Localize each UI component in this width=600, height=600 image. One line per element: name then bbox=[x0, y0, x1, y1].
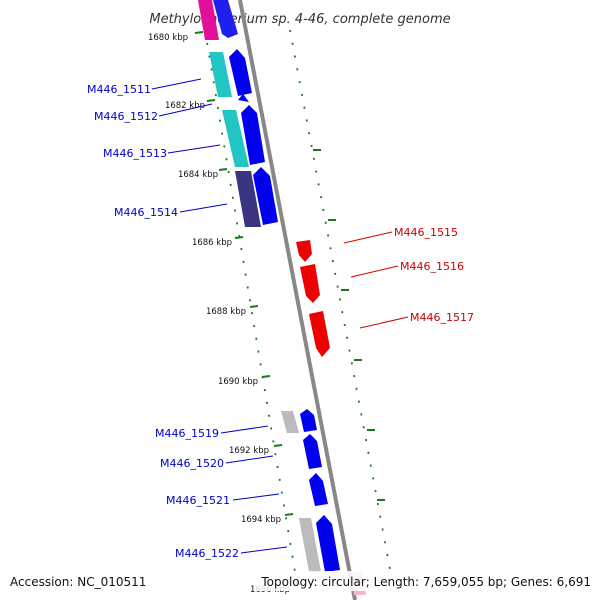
gene-shape-1511 bbox=[229, 49, 252, 96]
gene-shape-1515 bbox=[296, 240, 312, 262]
forward-genes bbox=[213, 0, 340, 572]
right-major-ticks bbox=[313, 149, 385, 501]
scale-label-1680: 1680 kbp bbox=[148, 33, 188, 43]
gene-shape-1512 bbox=[238, 94, 249, 102]
reverse-genes bbox=[296, 240, 330, 357]
cyan-block-2 bbox=[222, 110, 249, 167]
gene-shape-1514 bbox=[253, 167, 278, 225]
gene-shape-1520 bbox=[303, 434, 322, 469]
genome-backbone bbox=[238, 0, 357, 600]
gene-label-1512[interactable]: M446_1512 bbox=[94, 110, 158, 123]
scale-label-1690: 1690 kbp bbox=[218, 377, 258, 387]
scale-label-1682: 1682 kbp bbox=[165, 101, 205, 111]
gene-shape-1521 bbox=[309, 473, 328, 506]
scale-label-1684: 1684 kbp bbox=[178, 170, 218, 180]
cyan-block-1 bbox=[209, 52, 232, 97]
gene-label-1515[interactable]: M446_1515 bbox=[394, 226, 458, 239]
reverse-leaders bbox=[343, 231, 409, 329]
scale-label-1694: 1694 kbp bbox=[241, 515, 281, 525]
gene-shape-top bbox=[213, 0, 238, 38]
accession-text: Accession: NC_010511 bbox=[10, 575, 146, 589]
gene-label-1517[interactable]: M446_1517 bbox=[410, 311, 474, 324]
gene-label-1513[interactable]: M446_1513 bbox=[103, 147, 167, 160]
gene-shape-1513 bbox=[241, 105, 265, 165]
scale-label-1686: 1686 kbp bbox=[192, 238, 232, 248]
forward-leaders bbox=[151, 78, 288, 554]
gray-block-1 bbox=[281, 411, 299, 433]
scale-label-1688: 1688 kbp bbox=[206, 307, 246, 317]
gray-block-2 bbox=[299, 518, 321, 572]
gene-label-1522[interactable]: M446_1522 bbox=[175, 547, 239, 560]
magenta-block bbox=[198, 0, 219, 40]
gene-label-1514[interactable]: M446_1514 bbox=[114, 206, 178, 219]
gene-shape-1522 bbox=[316, 515, 340, 572]
gene-label-1516[interactable]: M446_1516 bbox=[400, 260, 464, 273]
gene-shape-1516 bbox=[300, 264, 320, 303]
right-tick-track bbox=[289, 29, 393, 581]
gene-label-1519[interactable]: M446_1519 bbox=[155, 427, 219, 440]
footer-backdrop bbox=[255, 571, 600, 591]
map-title: Methylobacterium sp. 4-46, complete geno… bbox=[149, 12, 450, 27]
gene-shape-1519 bbox=[300, 409, 317, 432]
gene-label-1520[interactable]: M446_1520 bbox=[160, 457, 224, 470]
gene-label-1521[interactable]: M446_1521 bbox=[166, 494, 230, 507]
scale-label-1692: 1692 kbp bbox=[229, 446, 269, 456]
genome-summary-text: Topology: circular; Length: 7,659,055 bp… bbox=[260, 575, 591, 589]
major-ticks bbox=[194, 31, 294, 516]
navy-block bbox=[235, 171, 261, 227]
gene-shape-1517 bbox=[309, 311, 330, 357]
gene-label-1511[interactable]: M446_1511 bbox=[87, 83, 151, 96]
